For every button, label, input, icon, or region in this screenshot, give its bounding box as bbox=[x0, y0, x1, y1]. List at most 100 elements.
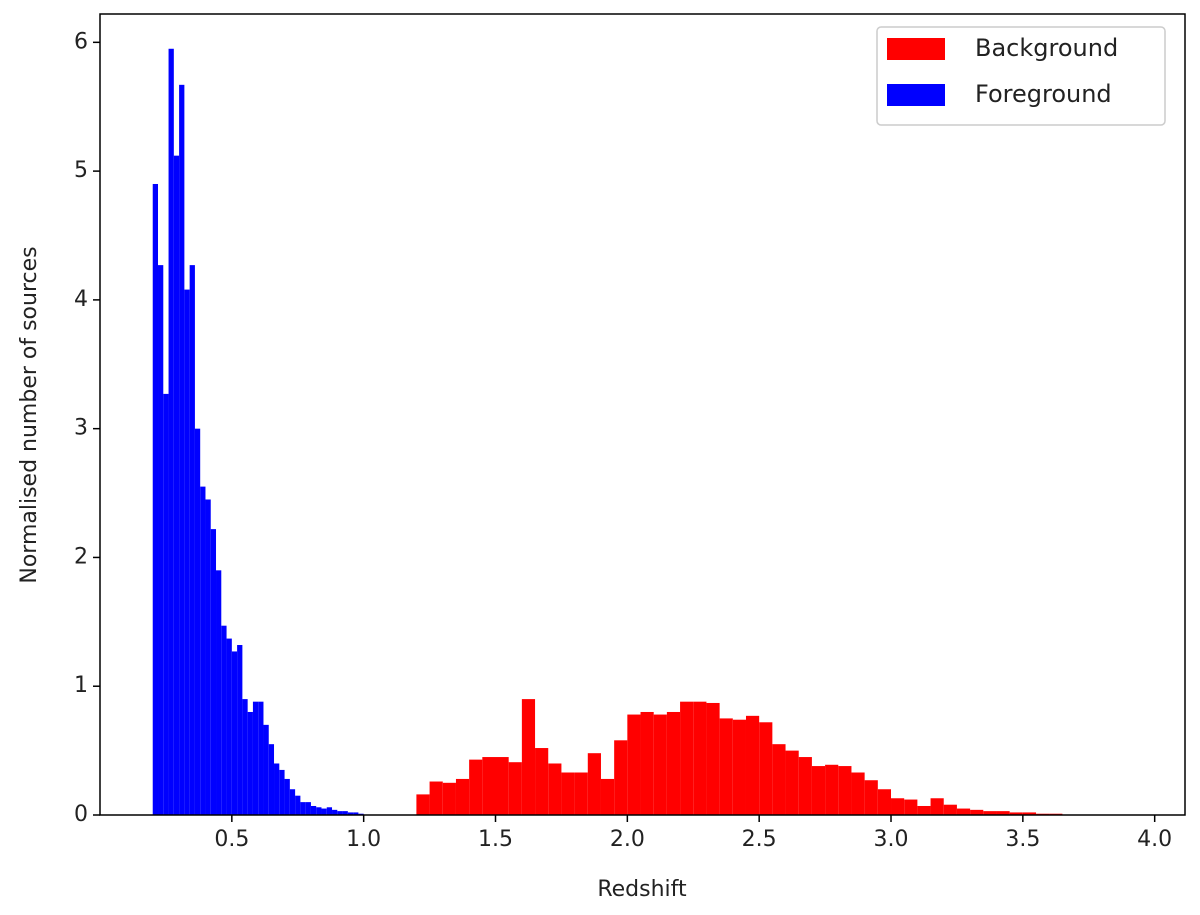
bar bbox=[956, 808, 971, 815]
bar bbox=[337, 811, 343, 815]
bar bbox=[173, 155, 180, 815]
bar bbox=[279, 769, 285, 815]
bar bbox=[482, 757, 496, 815]
bar bbox=[205, 499, 211, 815]
bar bbox=[930, 798, 944, 815]
bar bbox=[719, 718, 733, 815]
bar bbox=[226, 638, 232, 815]
x-tick-label: 2.0 bbox=[610, 827, 645, 852]
y-tick-label: 6 bbox=[74, 29, 88, 54]
bar bbox=[316, 807, 322, 815]
bar bbox=[653, 714, 667, 815]
bar bbox=[587, 753, 601, 815]
x-tick-label: 1.5 bbox=[478, 827, 513, 852]
bar bbox=[353, 812, 359, 815]
legend-swatch bbox=[887, 84, 945, 106]
bar bbox=[221, 625, 227, 815]
y-tick-label: 5 bbox=[74, 158, 88, 183]
bar bbox=[838, 766, 852, 815]
legend-box bbox=[876, 26, 1166, 126]
bar bbox=[864, 780, 878, 815]
bar bbox=[680, 701, 694, 815]
bar bbox=[300, 802, 306, 815]
bar bbox=[996, 811, 1010, 815]
bar bbox=[983, 811, 997, 815]
y-tick-label: 4 bbox=[74, 287, 88, 312]
bar bbox=[347, 812, 354, 815]
bar bbox=[263, 724, 269, 815]
bar bbox=[442, 782, 456, 815]
bar bbox=[640, 711, 654, 815]
bar bbox=[321, 808, 327, 815]
bar bbox=[970, 809, 984, 815]
bar bbox=[693, 701, 707, 815]
x-axis-label: Redshift bbox=[597, 877, 687, 902]
bar bbox=[310, 805, 317, 815]
bar bbox=[785, 750, 799, 815]
bar bbox=[1009, 812, 1023, 815]
bar bbox=[666, 711, 681, 815]
bar bbox=[469, 759, 483, 815]
legend-label: Foreground bbox=[975, 80, 1112, 108]
bar bbox=[332, 809, 338, 815]
bar bbox=[210, 529, 217, 815]
bar bbox=[200, 486, 206, 815]
bar bbox=[158, 265, 164, 815]
bar bbox=[798, 757, 812, 815]
x-tick-label: 3.5 bbox=[1005, 827, 1040, 852]
bar bbox=[252, 701, 259, 815]
plot-frame bbox=[99, 13, 1186, 816]
bar bbox=[495, 757, 509, 815]
bar bbox=[342, 811, 348, 815]
bar bbox=[772, 744, 786, 815]
bar bbox=[614, 740, 628, 815]
bar bbox=[268, 744, 275, 815]
bar bbox=[189, 265, 195, 815]
bar bbox=[274, 763, 280, 815]
x-tick-label: 0.5 bbox=[214, 827, 249, 852]
bar bbox=[732, 719, 746, 815]
bar bbox=[429, 781, 443, 815]
bar bbox=[891, 798, 905, 815]
bar bbox=[194, 428, 201, 815]
x-tick-label: 1.0 bbox=[346, 827, 381, 852]
bar bbox=[574, 772, 588, 815]
bar bbox=[242, 699, 248, 815]
bar bbox=[237, 645, 243, 815]
bar bbox=[305, 802, 311, 815]
y-tick-label: 2 bbox=[74, 544, 88, 569]
bar bbox=[508, 762, 522, 815]
bar bbox=[258, 701, 264, 815]
bar bbox=[179, 84, 185, 815]
bar bbox=[184, 289, 190, 815]
y-tick-label: 3 bbox=[74, 416, 88, 441]
bar bbox=[216, 570, 222, 815]
bar bbox=[627, 714, 641, 815]
bar bbox=[811, 766, 826, 815]
legend-swatch bbox=[887, 38, 945, 60]
bar bbox=[851, 772, 865, 815]
bar bbox=[943, 804, 957, 815]
bar bbox=[745, 715, 760, 815]
bar bbox=[163, 393, 169, 815]
bar bbox=[548, 763, 562, 815]
bar bbox=[168, 48, 174, 816]
bar bbox=[1022, 812, 1037, 815]
y-tick-label: 0 bbox=[74, 802, 88, 827]
bar bbox=[231, 651, 238, 815]
bar bbox=[326, 807, 333, 815]
bar bbox=[289, 789, 296, 815]
bar bbox=[825, 764, 839, 815]
bar bbox=[416, 794, 430, 815]
bar bbox=[600, 778, 615, 815]
bar bbox=[521, 699, 536, 815]
bar bbox=[917, 805, 931, 815]
bar bbox=[295, 795, 301, 815]
bar bbox=[759, 722, 773, 815]
bar bbox=[904, 799, 918, 815]
bar bbox=[455, 778, 470, 815]
bar bbox=[535, 748, 549, 815]
y-tick-label: 1 bbox=[74, 673, 88, 698]
bar bbox=[284, 778, 290, 815]
